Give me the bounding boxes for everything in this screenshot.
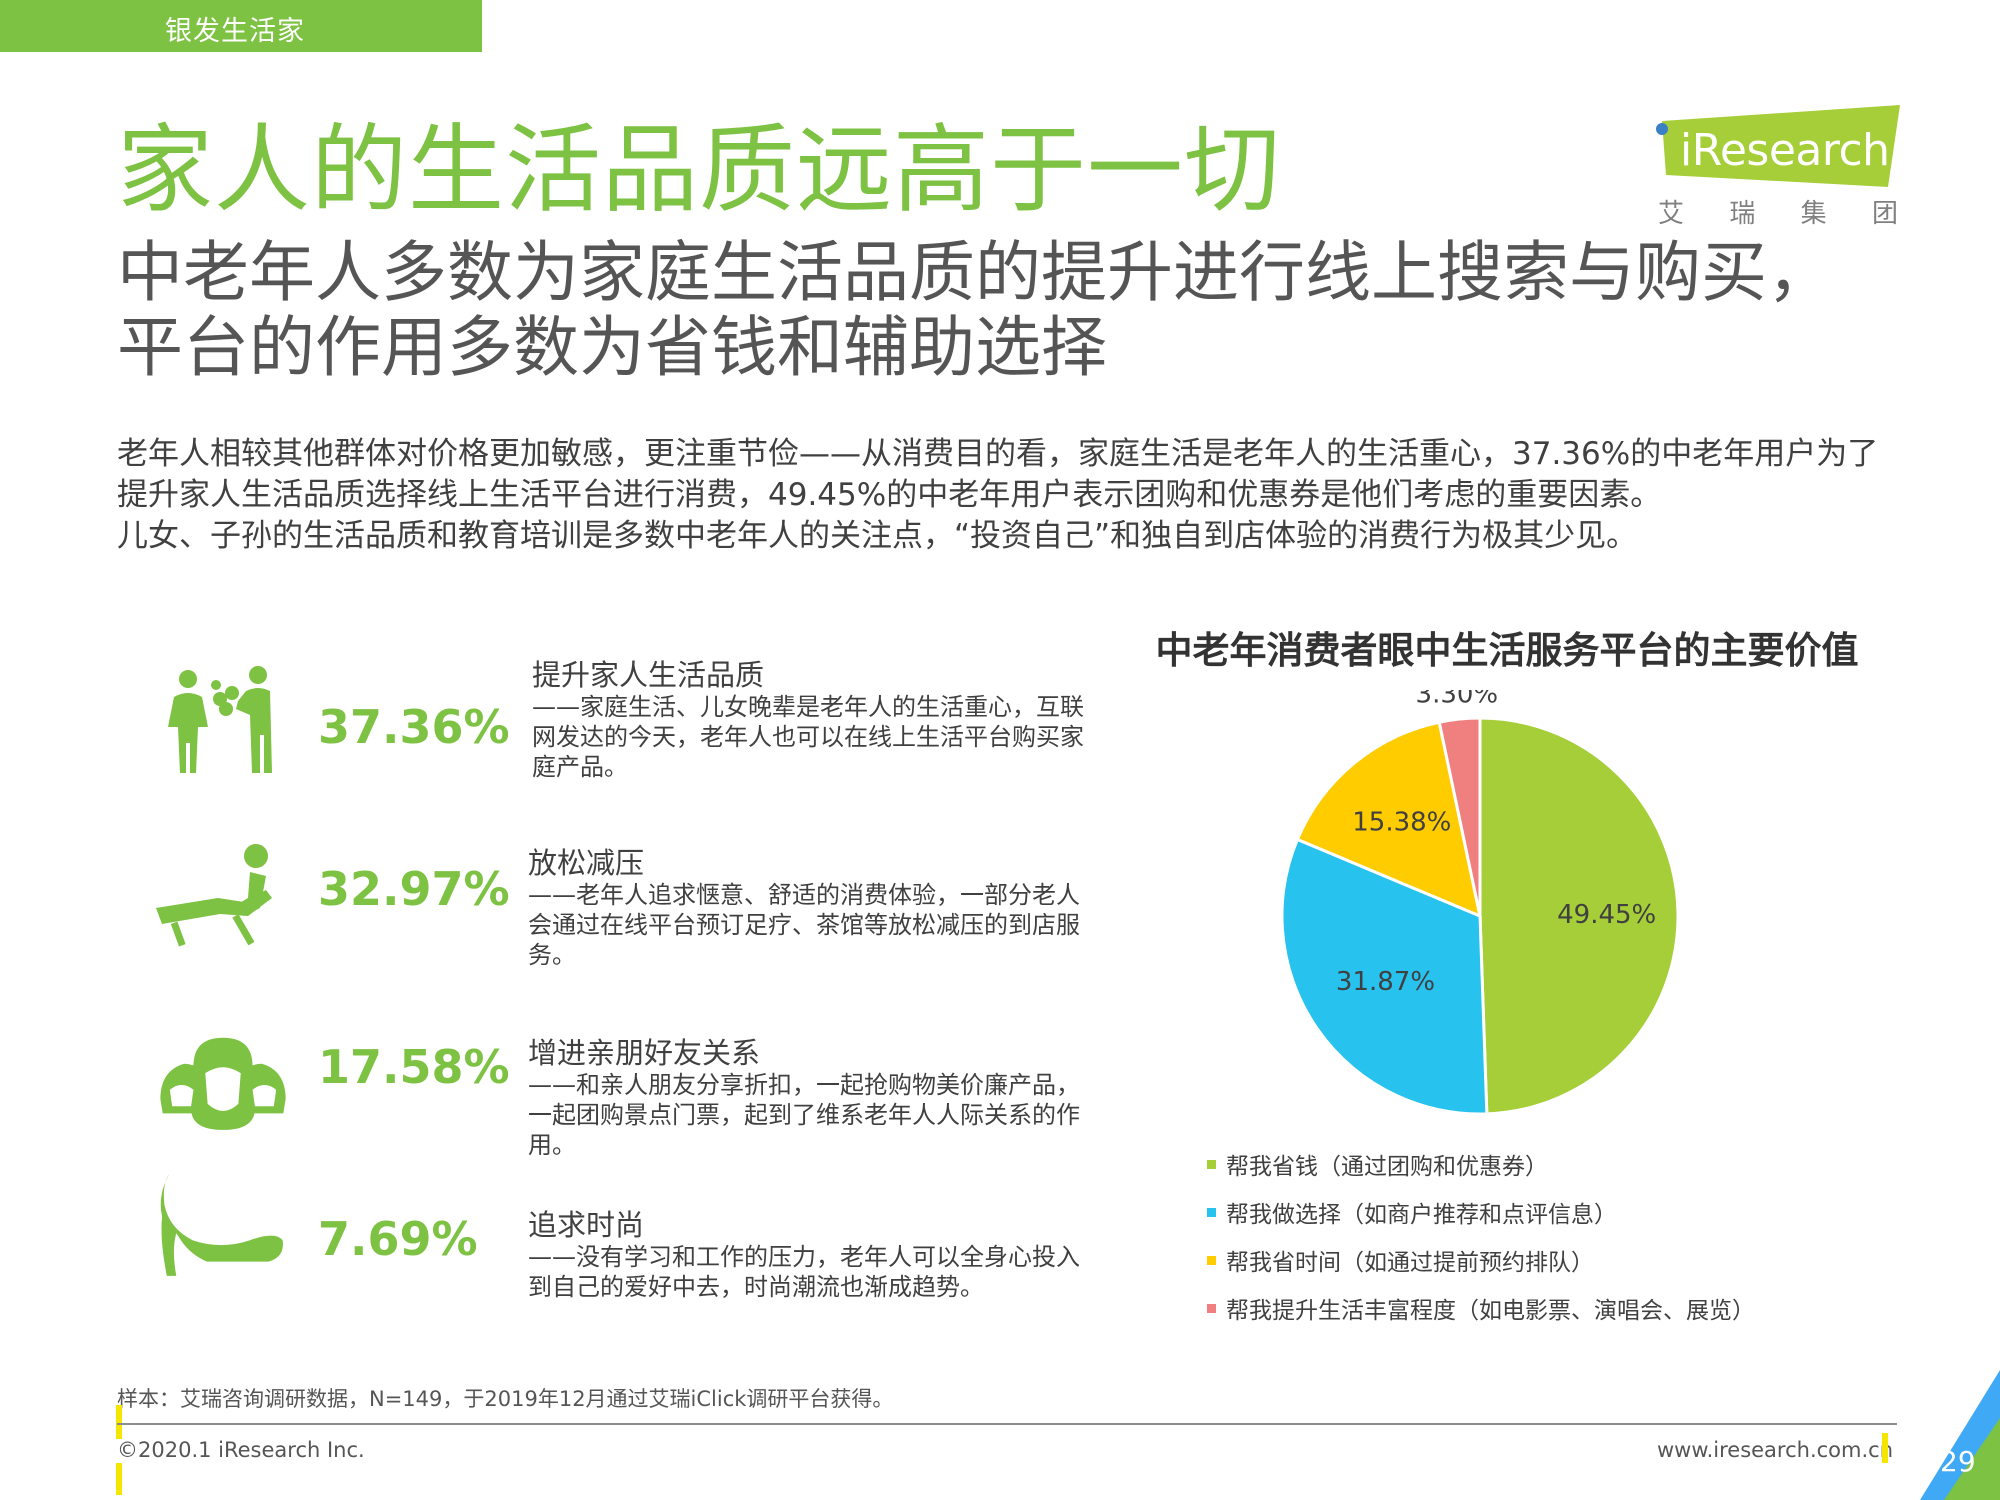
pie-slice [1478, 716, 1680, 1116]
legend-swatch [1207, 1303, 1216, 1313]
pie-slice [1437, 716, 1482, 917]
logo-text: iResearch [1680, 125, 1890, 176]
intro-paragraph-1: 老年人相较其他群体对价格更加敏感，更注重节俭——从消费目的看，家庭生活是老年人的… [117, 436, 1879, 513]
website-accent-mark [1882, 1433, 1888, 1463]
logo-sub-char: 团 [1871, 199, 1898, 229]
item-percent: 7.69% [318, 1212, 478, 1266]
iresearch-logo: iResearch 艾 瑞 集 团 [1640, 105, 1900, 229]
legend-item: 帮我提升生活丰富程度（如电影票、演唱会、展览） [1207, 1284, 1755, 1332]
pie-data-label: 3.30% [1416, 690, 1499, 709]
logo-subtitle: 艾 瑞 集 团 [1658, 193, 1898, 230]
high-heel-icon [160, 1174, 283, 1276]
subtitle-line-2: 平台的作用多数为省钱和辅助选择 [117, 308, 1107, 386]
footer-divider [117, 1423, 1897, 1425]
legend-swatch [1207, 1159, 1216, 1169]
intro-paragraph-2: 儿女、子孙的生活品质和教育培训是多数中老年人的关注点，“投资自己”和独自到店体验… [117, 518, 1638, 554]
legend-label: 帮我做选择（如商户推荐和点评信息） [1226, 1202, 1617, 1228]
page-title: 家人的生活品质远高于一切 [117, 114, 1281, 226]
footnote: 样本：艾瑞咨询调研数据，N=149，于2019年12月通过艾瑞iClick调研平… [117, 1387, 894, 1411]
legend-swatch [1207, 1207, 1216, 1217]
item-description: ——家庭生活、儿女晚辈是老年人的生活重心，互联网发达的今天，老年人也可以在线上生… [532, 693, 1084, 781]
relax-icon [156, 844, 272, 947]
item-description: ——和亲人朋友分享折扣，一起抢购物美价廉产品，一起团购景点门票，起到了维系老年人… [528, 1071, 1080, 1159]
item-percent: 37.36% [318, 700, 510, 754]
pie-slices [1280, 716, 1680, 1116]
pie-data-label: 15.38% [1352, 807, 1451, 837]
pie-data-label: 31.87% [1336, 967, 1435, 997]
intro-text: 老年人相较其他群体对价格更加敏感，更注重节俭——从消费目的看，家庭生活是老年人的… [117, 434, 1897, 557]
item-percent: 17.58% [318, 1040, 510, 1094]
legend-label: 帮我省钱（通过团购和优惠券） [1226, 1154, 1548, 1180]
website-link[interactable]: www.iresearch.com.cn [1657, 1438, 1894, 1462]
legend-item: 帮我做选择（如商户推荐和点评信息） [1207, 1188, 1755, 1236]
item-text-block: 追求时尚 ——没有学习和工作的压力，老年人可以全身心投入到自己的爱好中去，时尚潮… [528, 1208, 1088, 1302]
item-description: ——老年人追求惬意、舒适的消费体验，一部分老人会通过在线平台预订足疗、茶馆等放松… [528, 881, 1080, 969]
pie-slice [1295, 720, 1483, 919]
legend-label: 帮我省时间（如通过提前预约排队） [1226, 1250, 1594, 1276]
logo-dot-icon [1656, 123, 1668, 135]
subtitle-line-1: 中老年人多数为家庭生活品质的提升进行线上搜索与购买， [117, 234, 1833, 311]
item-text-block: 放松减压 ——老年人追求惬意、舒适的消费体验，一部分老人会通过在线平台预订足疗、… [528, 846, 1088, 970]
pie-data-label: 49.45% [1557, 900, 1656, 930]
item-text-block: 提升家人生活品质 ——家庭生活、儿女晚辈是老年人的生活重心，互联网发达的今天，老… [532, 658, 1092, 782]
logo-sub-char: 集 [1800, 199, 1827, 229]
header-tag-label: 银发生活家 [165, 16, 305, 47]
logo-sub-char: 艾 [1658, 199, 1685, 229]
corner-decoration [1920, 1370, 2000, 1500]
logo-banner-shape [1662, 105, 1900, 187]
legend-item: 帮我省钱（通过团购和优惠券） [1207, 1140, 1755, 1188]
item-percent: 32.97% [318, 862, 510, 916]
page-number: 29 [1940, 1445, 1976, 1478]
legend-item: 帮我省时间（如通过提前预约排队） [1207, 1236, 1755, 1284]
pie-chart: 49.45% 31.87% 15.38% 3.30% [1280, 690, 1680, 1116]
legend-swatch [1207, 1255, 1216, 1265]
friends-icon [160, 1037, 286, 1130]
item-title: 放松减压 [528, 846, 645, 880]
item-text-block: 增进亲朋好友关系 ——和亲人朋友分享折扣，一起抢购物美价廉产品，一起团购景点门票… [528, 1036, 1088, 1160]
copyright: ©2020.1 iResearch Inc. [117, 1438, 365, 1462]
pie-labels: 49.45% 31.87% 15.38% 3.30% [1336, 690, 1656, 997]
page-subtitle: 中老年人多数为家庭生活品质的提升进行线上搜索与购买， 平台的作用多数为省钱和辅助… [117, 234, 1917, 386]
chart-title: 中老年消费者眼中生活服务平台的主要价值 [1155, 629, 1859, 672]
legend-label: 帮我提升生活丰富程度（如电影票、演唱会、展览） [1226, 1298, 1755, 1324]
footer-accent-marks [116, 1405, 122, 1495]
family-icon [168, 666, 272, 773]
item-title: 提升家人生活品质 [532, 658, 765, 692]
pie-slice [1280, 837, 1489, 1116]
logo-sub-char: 瑞 [1729, 199, 1756, 229]
header-tag: 银发生活家 [0, 0, 482, 52]
chart-legend: 帮我省钱（通过团购和优惠券） 帮我做选择（如商户推荐和点评信息） 帮我省时间（如… [1207, 1140, 1755, 1332]
item-description: ——没有学习和工作的压力，老年人可以全身心投入到自己的爱好中去，时尚潮流也渐成趋… [528, 1243, 1080, 1301]
item-title: 追求时尚 [528, 1208, 645, 1242]
item-title: 增进亲朋好友关系 [528, 1036, 761, 1070]
